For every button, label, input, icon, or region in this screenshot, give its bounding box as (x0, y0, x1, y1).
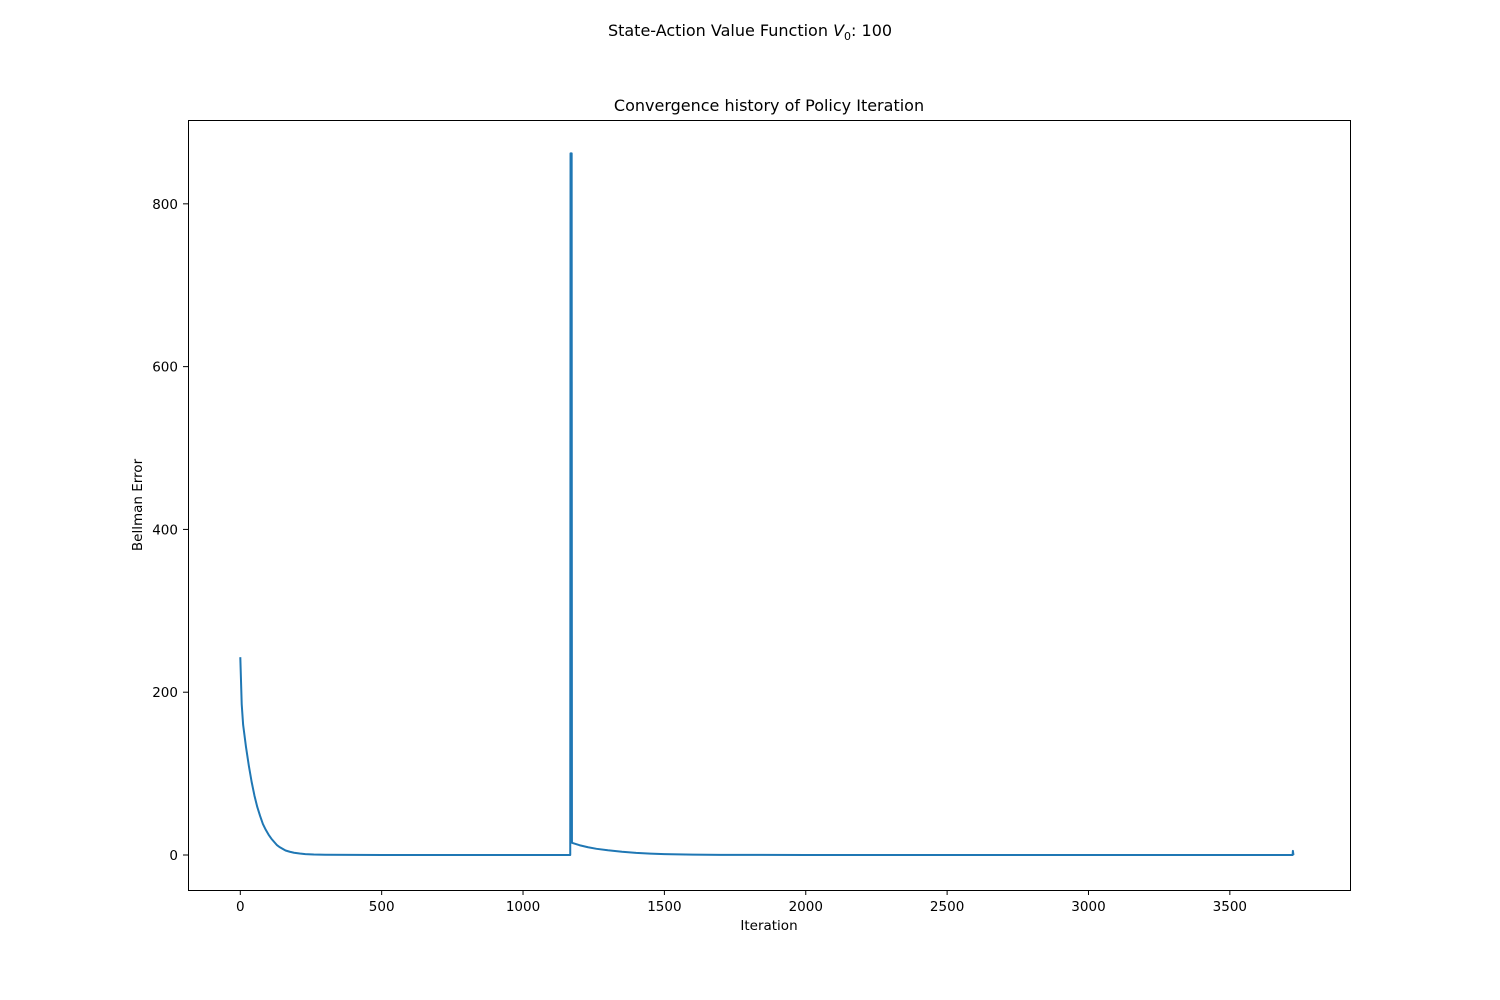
series-line (239, 152, 1295, 856)
suptitle-prefix: State-Action Value Function (608, 21, 833, 40)
suptitle-suffix: : 100 (851, 21, 892, 40)
x-tick-label: 1500 (647, 899, 681, 915)
y-tick-label: 800 (152, 197, 178, 213)
y-tick-label: 200 (152, 685, 178, 701)
x-tick-label: 2500 (930, 899, 964, 915)
figure-suptitle: State-Action Value Function V0: 100 (608, 21, 892, 43)
x-tick-label: 3500 (1213, 899, 1247, 915)
y-axis: 0 200 400 600 800 (152, 197, 188, 864)
suptitle-subscript: 0 (844, 30, 851, 43)
axes-frame (188, 120, 1351, 891)
x-tick-label: 500 (369, 899, 395, 915)
x-tick-label: 2000 (789, 899, 823, 915)
y-tick-label: 0 (169, 848, 178, 864)
x-axis: 0 500 1000 1500 2000 2500 3000 3500 (236, 890, 1247, 915)
suptitle-variable: V (833, 21, 845, 40)
y-axis-label: Bellman Error (130, 458, 146, 551)
chart-title: Convergence history of Policy Iteration (614, 96, 924, 115)
x-axis-label: Iteration (740, 918, 797, 934)
y-tick-label: 600 (152, 360, 178, 376)
x-tick-label: 0 (236, 899, 245, 915)
x-tick-label: 1000 (506, 899, 540, 915)
x-tick-label: 3000 (1071, 899, 1105, 915)
y-tick-label: 400 (152, 522, 178, 538)
plot-area (239, 152, 1295, 856)
